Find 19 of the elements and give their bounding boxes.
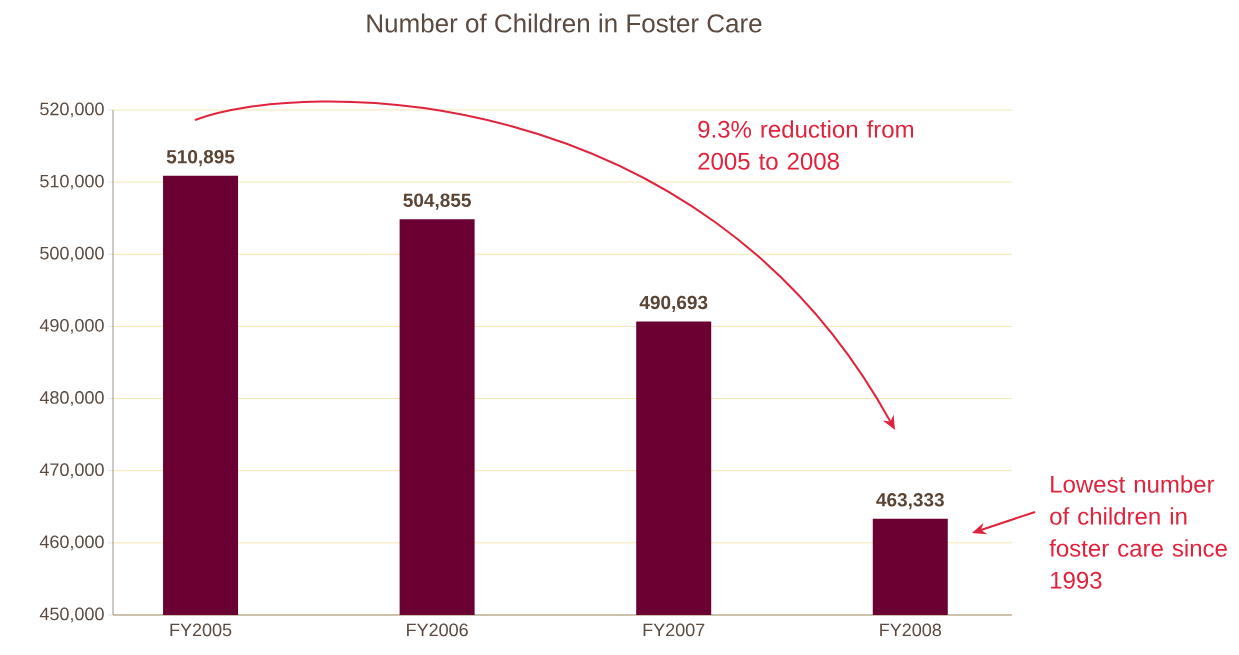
data-label: 504,855 [403,193,471,210]
text: Lowest number of children in foster care since 1993 [1049,475,1227,589]
x-tick-label: FY2008 [880,623,942,637]
x-tick-label: FY2006 [407,623,468,637]
y-tick-label: 470,000 [39,463,104,479]
y-tick-label: 500,000 [40,246,104,262]
annotation: 9.3% reduction from 2005 to 2008 [698,120,914,170]
y-tick-label: 520,000 [40,102,104,118]
y-tick-label: 460,000 [39,535,104,551]
data-label: 510,895 [166,149,235,167]
data-label: 463,333 [876,493,944,510]
x-tick-label: FY2005 [170,623,232,637]
data-label: 490,693 [639,295,708,312]
y-tick-label: 450,000 [39,607,104,623]
chart-title: Number of Children in Foster Care [367,13,762,33]
x-tick-label: FY2007 [643,623,705,637]
y-tick-label: 480,000 [39,391,104,406]
y-tick-label: 510,000 [40,174,104,190]
y-tick-label: 490,000 [39,318,104,334]
